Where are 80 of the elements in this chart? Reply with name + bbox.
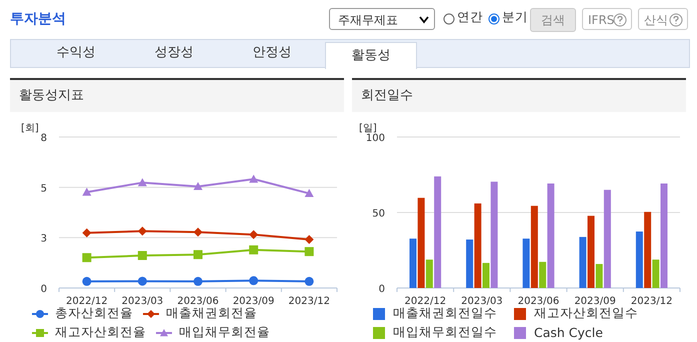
point: [82, 228, 92, 238]
legend-label: 매출채권회전율: [166, 305, 257, 322]
point: [82, 188, 92, 196]
chart-title: 활동성지표: [10, 80, 344, 112]
bar: [579, 236, 586, 288]
text: 성장성: [154, 44, 194, 62]
y-tick-label: 0: [378, 284, 385, 295]
bar: [636, 232, 643, 288]
point: [194, 182, 202, 190]
x-tick-label: 2023/03: [461, 296, 503, 307]
y-tick-label: 3: [40, 234, 47, 245]
point: [249, 276, 258, 286]
point: [138, 251, 147, 260]
point: [304, 276, 314, 286]
bar: [660, 184, 668, 288]
text: 안정성: [252, 44, 292, 62]
bar: [426, 260, 433, 288]
point: [249, 245, 258, 254]
x-tick-label: 2023/06: [177, 296, 219, 307]
text: 산식: [638, 8, 688, 30]
bar: [490, 182, 498, 288]
bar: [596, 264, 603, 288]
x-tick-label: 2023/06: [518, 296, 560, 307]
bar: [466, 240, 474, 288]
x-tick-label: 2023/03: [122, 296, 164, 307]
x-tick-label: 2023/09: [232, 296, 274, 307]
bar: [482, 262, 490, 288]
point: [138, 276, 147, 286]
bar: [522, 238, 530, 288]
bar: [474, 203, 482, 288]
bar: [418, 198, 425, 288]
y-axis-title: [회]: [21, 123, 39, 134]
point: [82, 276, 92, 286]
point: [194, 228, 202, 237]
point: [194, 250, 202, 260]
legend-label: 매입채무회전율: [179, 323, 270, 341]
y-tick-label: 8: [40, 133, 47, 144]
text: 투자분석: [10, 10, 66, 28]
y-tick-label: 5: [40, 183, 47, 194]
legend-label: 재고자산회전율: [55, 323, 146, 341]
text: 분기: [502, 9, 528, 26]
bar: [539, 262, 546, 288]
x-tick-label: 2023/09: [574, 296, 616, 307]
x-tick-label: 2023/12: [288, 296, 330, 307]
y-tick-label: 0: [40, 284, 47, 295]
legend-label: 매출채권회전일수: [393, 305, 497, 322]
legend-label: 재고자산회전일수: [534, 305, 638, 322]
chart-title: 회전일수: [352, 80, 686, 112]
y-tick-label: 50: [372, 208, 385, 220]
text: 연간: [457, 9, 483, 26]
point: [194, 276, 202, 286]
point: [138, 178, 147, 186]
text: 활동성: [325, 42, 417, 69]
text: IFRS: [582, 8, 632, 30]
point: [304, 188, 314, 198]
bar: [644, 212, 652, 288]
bar: [547, 184, 554, 288]
bar: [434, 176, 442, 288]
bar: [410, 238, 416, 288]
x-tick-label: 2022/12: [404, 296, 446, 307]
y-axis-title: [일]: [359, 123, 377, 134]
text: 검색: [530, 8, 576, 32]
bar: [588, 216, 594, 288]
text: 주재무제표: [329, 8, 435, 30]
bar: [652, 260, 660, 288]
point: [249, 174, 258, 183]
x-tick-label: 2023/12: [630, 296, 672, 307]
point: [82, 253, 92, 262]
point: [138, 226, 147, 236]
legend-label: Cash Cycle: [534, 324, 603, 342]
legend-label: 매입채무회전일수: [393, 323, 497, 341]
legend-label: 총자산회전율: [55, 305, 133, 322]
text: 수익성: [56, 44, 96, 62]
point: [249, 230, 258, 240]
bar: [604, 190, 611, 288]
y-tick-label: 100: [366, 133, 385, 144]
point: [304, 234, 314, 244]
bar: [530, 206, 538, 288]
point: [304, 247, 314, 256]
x-tick-label: 2022/12: [66, 296, 108, 307]
